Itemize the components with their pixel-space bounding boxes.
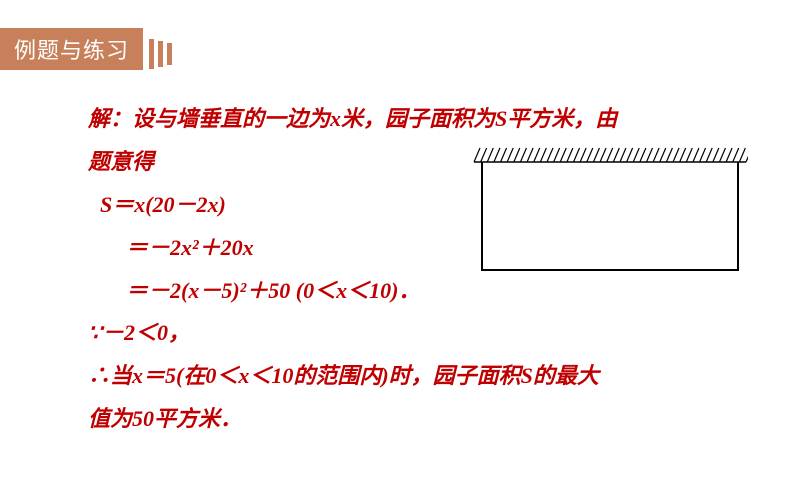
fence-diagram (472, 144, 748, 274)
header-bars-icon (149, 39, 172, 69)
line-8: 值为50平方米． (88, 398, 748, 441)
line-6: ∵－2＜0， (88, 312, 748, 355)
wall-hatching-icon (474, 148, 748, 162)
line-1: 解：设与墙垂直的一边为x米，园子面积为S平方米，由 (88, 98, 748, 141)
fence-svg (472, 144, 748, 274)
line-7: ∴当x＝5(在0＜x＜10的范围内)时，园子面积S的最大 (88, 355, 748, 398)
section-header: 例题与练习 (0, 28, 172, 70)
line-5: ＝－2(x－5)²＋50 (0＜x＜10)． (88, 270, 748, 313)
garden-rect (474, 162, 746, 270)
section-title: 例题与练习 (0, 28, 143, 70)
